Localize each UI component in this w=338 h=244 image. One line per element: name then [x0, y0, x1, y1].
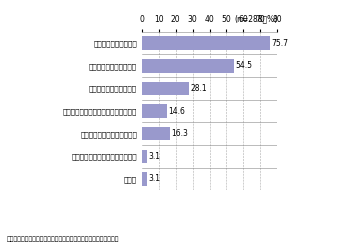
Bar: [142, 104, 167, 118]
Bar: [142, 59, 234, 72]
Text: 14.6: 14.6: [168, 107, 185, 115]
Text: 3.1: 3.1: [149, 174, 161, 183]
Bar: [142, 127, 170, 141]
Text: 54.5: 54.5: [235, 61, 252, 70]
Text: 16.3: 16.3: [171, 129, 188, 138]
Text: 3.1: 3.1: [149, 152, 161, 161]
Bar: [142, 172, 147, 186]
Text: 28.1: 28.1: [191, 84, 208, 93]
Bar: [142, 36, 270, 50]
Text: 75.7: 75.7: [271, 39, 288, 48]
Text: (n=288、%): (n=288、%): [234, 15, 277, 24]
Bar: [142, 150, 147, 163]
Bar: [142, 81, 189, 95]
Text: 資料：財団法人国際経済交流財団「競争環境の変化に対応した我が: 資料：財団法人国際経済交流財団「競争環境の変化に対応した我が: [7, 236, 119, 242]
